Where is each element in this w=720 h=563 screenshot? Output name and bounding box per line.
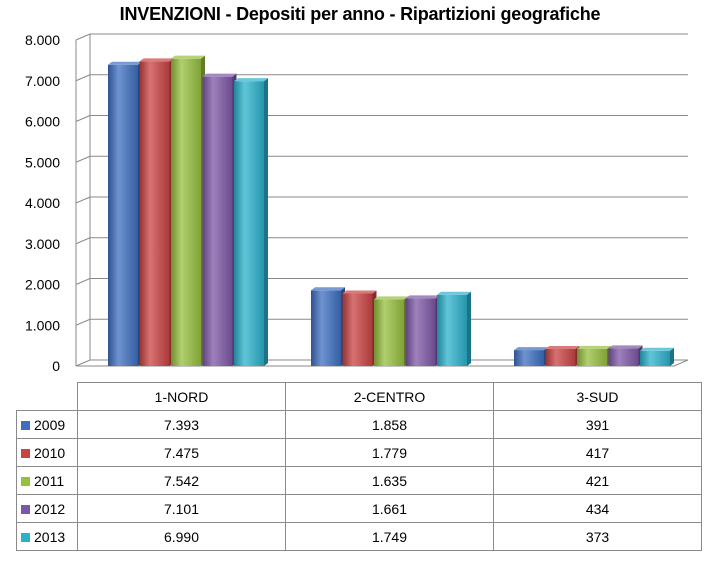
table-cell: 1.749 — [285, 522, 494, 551]
legend-swatch — [21, 532, 30, 542]
legend-entry: 2012 — [16, 494, 78, 523]
category-header: 3-SUD — [493, 382, 702, 411]
bar-top — [374, 296, 408, 300]
y-tick-label: 8.000 — [25, 32, 60, 48]
legend-entry: 2010 — [16, 438, 78, 467]
y-tick-label: 3.000 — [25, 236, 60, 252]
gridline — [75, 74, 91, 82]
table-cell: 1.858 — [285, 410, 494, 439]
bar — [311, 290, 341, 366]
bar-top — [108, 61, 142, 65]
bar-top — [311, 287, 345, 291]
table-cell: 1.661 — [285, 494, 494, 523]
table-cell: 6.990 — [77, 522, 286, 551]
bars — [108, 55, 674, 367]
y-tick-label: 4.000 — [25, 195, 60, 211]
legend-label: 2012 — [34, 500, 66, 517]
y-tick-label: 6.000 — [25, 114, 60, 130]
bar — [342, 293, 373, 366]
gridline — [75, 33, 91, 41]
legend-entry: 2009 — [16, 410, 78, 439]
gridline — [75, 318, 91, 326]
gridline — [75, 155, 91, 163]
legend-swatch — [21, 420, 30, 430]
bar-top — [171, 55, 205, 59]
legend-entry: 2011 — [16, 466, 78, 495]
bar-chart: 0 1.000 2.000 3.000 4.000 5.000 6.000 7.000 8.00… — [25, 32, 689, 374]
bar — [608, 348, 639, 366]
bar-side — [467, 291, 471, 366]
bar — [514, 350, 544, 366]
bar — [640, 350, 670, 366]
bar — [405, 298, 436, 366]
bar-top — [342, 290, 377, 294]
chart-title: INVENZIONI - Depositi per anno - Riparti… — [119, 4, 601, 24]
table-row: 2013 6.990 1.749 373 — [16, 522, 702, 551]
y-tick-label: 0 — [52, 358, 60, 374]
table-cell: 421 — [493, 466, 702, 495]
category-header: 2-CENTRO — [285, 382, 494, 411]
table-header-row: 1-NORD 2-CENTRO 3-SUD — [16, 382, 702, 411]
legend-swatch — [21, 476, 30, 486]
bar-top — [437, 291, 471, 295]
bar-side — [264, 78, 268, 366]
table-cell: 7.101 — [77, 494, 286, 523]
legend-label: 2009 — [34, 416, 66, 433]
legend-swatch — [21, 504, 30, 514]
bar — [577, 348, 607, 366]
bar — [171, 58, 201, 366]
legend-label: 2013 — [34, 528, 66, 545]
data-table: 1-NORD 2-CENTRO 3-SUD 2009 7.393 1.858 391 2… — [16, 382, 702, 551]
table-cell: 1.635 — [285, 466, 494, 495]
gridline — [75, 196, 91, 204]
bar — [202, 76, 233, 366]
bar — [374, 299, 404, 366]
table-cell: 391 — [493, 410, 702, 439]
legend-swatch — [21, 448, 30, 458]
bar — [545, 349, 576, 366]
table-row: 2010 7.475 1.779 417 — [16, 438, 702, 467]
legend-entry: 2013 — [16, 522, 78, 551]
table-cell: 7.393 — [77, 410, 286, 439]
bar — [108, 64, 138, 366]
bar-top — [577, 345, 611, 349]
table-cell: 7.475 — [77, 438, 286, 467]
y-tick-label: 5.000 — [25, 154, 60, 170]
y-tick-label: 2.000 — [25, 277, 60, 293]
bar-side — [670, 347, 674, 366]
bar-top — [514, 347, 548, 351]
bar-top — [608, 345, 643, 349]
y-tick-labels: 0 1.000 2.000 3.000 4.000 5.000 6.000 7.000 8.00… — [25, 32, 60, 374]
table-cell: 1.779 — [285, 438, 494, 467]
bar-top — [234, 78, 268, 82]
legend-label: 2010 — [34, 444, 66, 461]
bar — [437, 294, 467, 366]
table-row: 2012 7.101 1.661 434 — [16, 494, 702, 523]
bar-top — [405, 295, 440, 299]
category-header: 1-NORD — [77, 382, 286, 411]
table-cell: 434 — [493, 494, 702, 523]
bar-top — [202, 73, 237, 77]
gridline — [75, 237, 91, 245]
bar-top — [640, 347, 674, 351]
table-row: 2011 7.542 1.635 421 — [16, 466, 702, 495]
bar-top — [139, 58, 174, 62]
gridline — [75, 115, 91, 122]
table-cell: 417 — [493, 438, 702, 467]
gridline — [75, 278, 91, 285]
bar — [139, 61, 170, 367]
table-row: 2009 7.393 1.858 391 — [16, 410, 702, 439]
legend-label: 2011 — [34, 472, 65, 489]
table-cell: 373 — [493, 522, 702, 551]
bar-top — [545, 346, 580, 350]
bar — [234, 81, 264, 366]
y-tick-label: 1.000 — [25, 317, 60, 333]
table-corner — [16, 382, 78, 411]
y-tick-label: 7.000 — [25, 73, 60, 89]
table-cell: 7.542 — [77, 466, 286, 495]
